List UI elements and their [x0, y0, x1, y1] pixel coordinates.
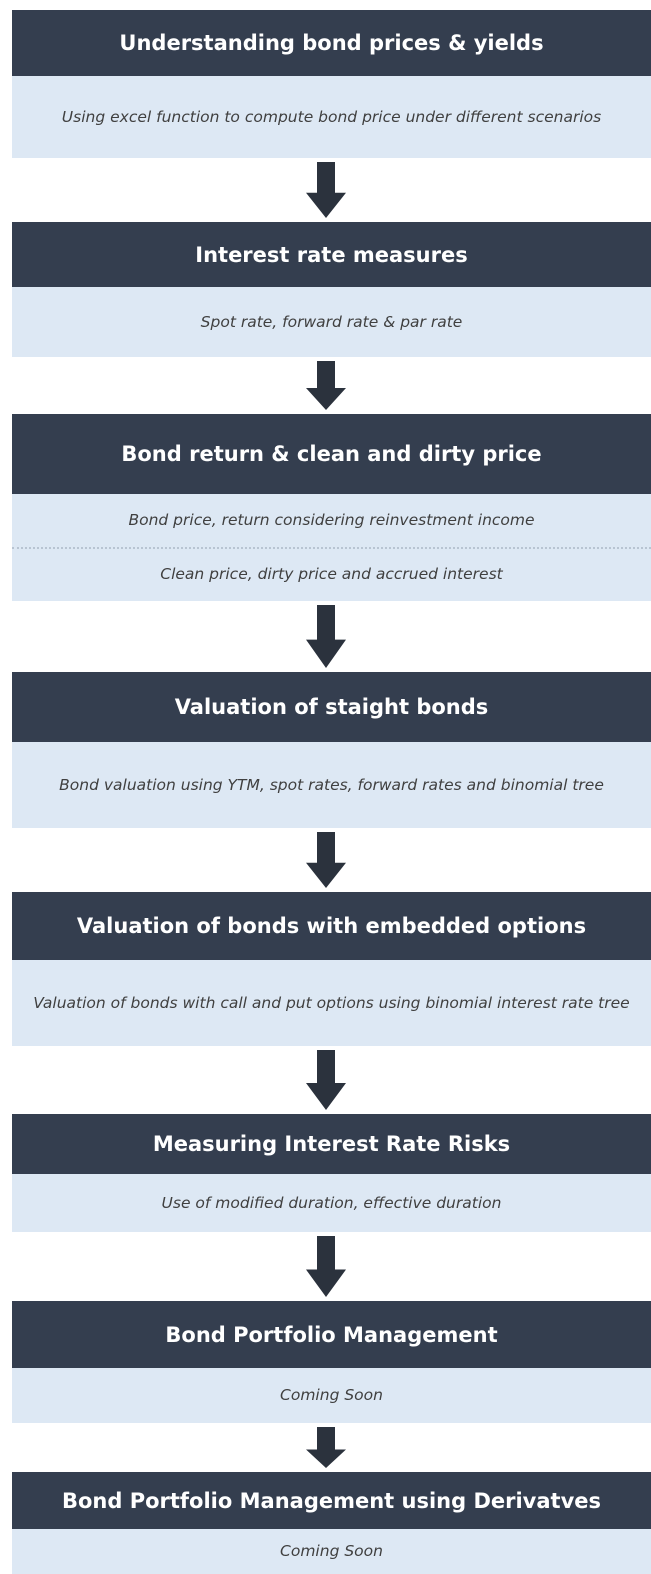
arrow [306, 1236, 346, 1297]
arrow-shape [306, 1427, 346, 1468]
arrow [306, 1427, 346, 1468]
arrow-shape [306, 832, 346, 888]
step-title: Measuring Interest Rate Risks [12, 1114, 651, 1174]
step-title: Valuation of staight bonds [12, 672, 651, 742]
step-title: Bond Portfolio Management using Derivatv… [12, 1472, 651, 1529]
step-details: Coming Soon [12, 1368, 651, 1423]
arrow [306, 605, 346, 668]
step-details: Using excel function to compute bond pri… [12, 76, 651, 158]
step-details: Valuation of bonds with call and put opt… [12, 960, 651, 1046]
detail-text: Valuation of bonds with call and put opt… [33, 993, 630, 1012]
step-title: Understanding bond prices & yields [12, 10, 651, 76]
detail-text: Bond valuation using YTM, spot rates, fo… [59, 775, 604, 794]
step-details: Use of modified duration, effective dura… [12, 1174, 651, 1232]
arrow-shape [306, 605, 346, 668]
arrow [306, 832, 346, 888]
detail-text: Coming Soon [280, 1386, 383, 1404]
arrow [306, 162, 346, 218]
step-title: Interest rate measures [12, 222, 651, 287]
step-title: Valuation of bonds with embedded options [12, 892, 651, 960]
step-title: Bond return & clean and dirty price [12, 414, 651, 494]
detail-text: Using excel function to compute bond pri… [61, 107, 602, 126]
step-details: Bond valuation using YTM, spot rates, fo… [12, 742, 651, 828]
arrow [306, 1050, 346, 1110]
detail-text: Spot rate, forward rate & par rate [200, 312, 463, 331]
detail-text: Clean price, dirty price and accrued int… [12, 546, 651, 602]
arrow-shape [306, 1236, 346, 1297]
detail-text: Coming Soon [280, 1542, 383, 1560]
arrow-shape [306, 1050, 346, 1110]
step-details: Spot rate, forward rate & par rate [12, 287, 651, 357]
arrow-shape [306, 361, 346, 410]
detail-text: Bond price, return considering reinvestm… [128, 510, 535, 529]
step-details: Bond price, return considering reinvestm… [12, 494, 651, 601]
step-title: Bond Portfolio Management [12, 1301, 651, 1368]
arrow-shape [306, 162, 346, 218]
detail-text: Use of modified duration, effective dura… [161, 1193, 502, 1212]
arrow [306, 361, 346, 410]
step-details: Coming Soon [12, 1529, 651, 1574]
